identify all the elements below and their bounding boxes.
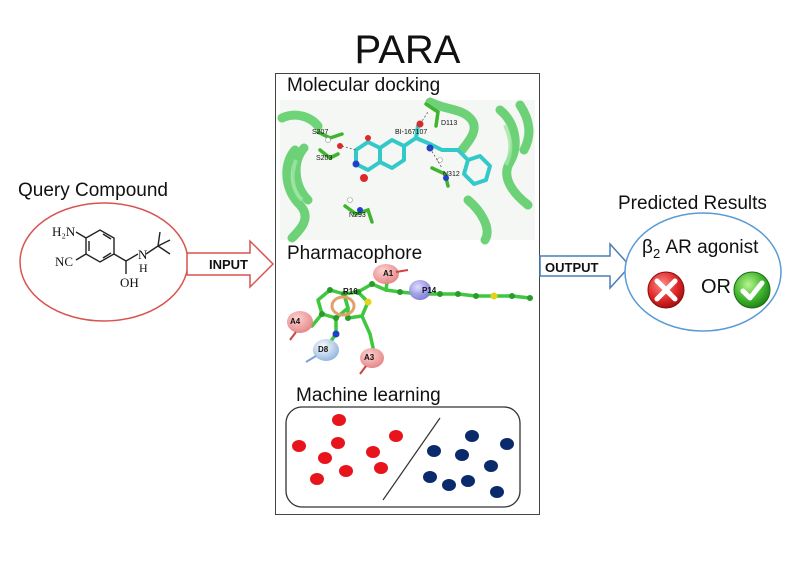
ml-positive-points [292, 414, 403, 485]
feature-label: R16 [343, 287, 358, 296]
input-arrow [186, 239, 275, 289]
docking-label: Molecular docking [287, 75, 441, 96]
negative-point [461, 475, 475, 487]
positive-point [292, 440, 306, 452]
residue-label: BI-167107 [395, 129, 427, 136]
atom-hydroxyl: OH [120, 275, 139, 290]
atom-nitrile: NC [55, 254, 73, 269]
residue-label: N293 [349, 212, 366, 219]
atom-hydrogen: H [139, 261, 148, 275]
predicted-results-label: Predicted Results [618, 193, 767, 214]
negative-point [423, 471, 437, 483]
or-label: OR [701, 276, 731, 298]
beta2-ar-agonist-label: β2 AR agonist [642, 237, 758, 261]
machine-learning-label: Machine learning [296, 385, 441, 406]
positive-point [366, 446, 380, 458]
positive-point [339, 465, 353, 477]
negative-point [455, 449, 469, 461]
feature-label: P14 [422, 286, 437, 295]
feature-label: D8 [318, 345, 329, 354]
feature-label: A4 [290, 317, 301, 326]
input-arrow-label: INPUT [209, 257, 248, 272]
positive-point [310, 473, 324, 485]
residue-label: S207 [312, 129, 328, 136]
positive-point [374, 462, 388, 474]
cross-icon [647, 271, 685, 309]
ml-negative-points [423, 430, 514, 498]
diagram-title: PARA [354, 28, 461, 72]
positive-point [389, 430, 403, 442]
negative-point [500, 438, 514, 450]
negative-point [484, 460, 498, 472]
pharmacophore-image [287, 264, 533, 375]
feature-label: A1 [383, 269, 394, 278]
pharmacophore-feature-labels: A1 R16 P14 A4 D8 A3 [290, 269, 437, 362]
negative-point [427, 445, 441, 457]
negative-point [465, 430, 479, 442]
docking-residue-labels: D113 S207 BI-167107 S203 N312 N293 [312, 120, 460, 219]
docking-image [277, 97, 535, 245]
positive-point [331, 437, 345, 449]
beta-symbol: β [642, 237, 653, 258]
check-icon [733, 271, 771, 309]
atom-amine: H₂N [52, 224, 76, 239]
agonist-text: AR agonist [660, 237, 759, 258]
residue-label: N312 [443, 171, 460, 178]
positive-point [332, 414, 346, 426]
query-compound-ellipse [19, 202, 189, 322]
predicted-result-ellipse [624, 212, 782, 332]
residue-label: S203 [316, 155, 332, 162]
query-compound-label: Query Compound [18, 180, 168, 201]
ml-separator [382, 417, 441, 501]
residue-label: D113 [441, 120, 457, 127]
beta-subscript: 2 [652, 245, 661, 261]
query-structure [75, 229, 171, 274]
feature-label: A3 [364, 353, 375, 362]
output-arrow-label: OUTPUT [545, 260, 599, 275]
output-arrow [539, 242, 632, 290]
negative-point [442, 479, 456, 491]
pharmacophore-label: Pharmacophore [287, 243, 423, 264]
atom-nitrogen: N [138, 247, 148, 262]
positive-point [318, 452, 332, 464]
negative-point [490, 486, 504, 498]
